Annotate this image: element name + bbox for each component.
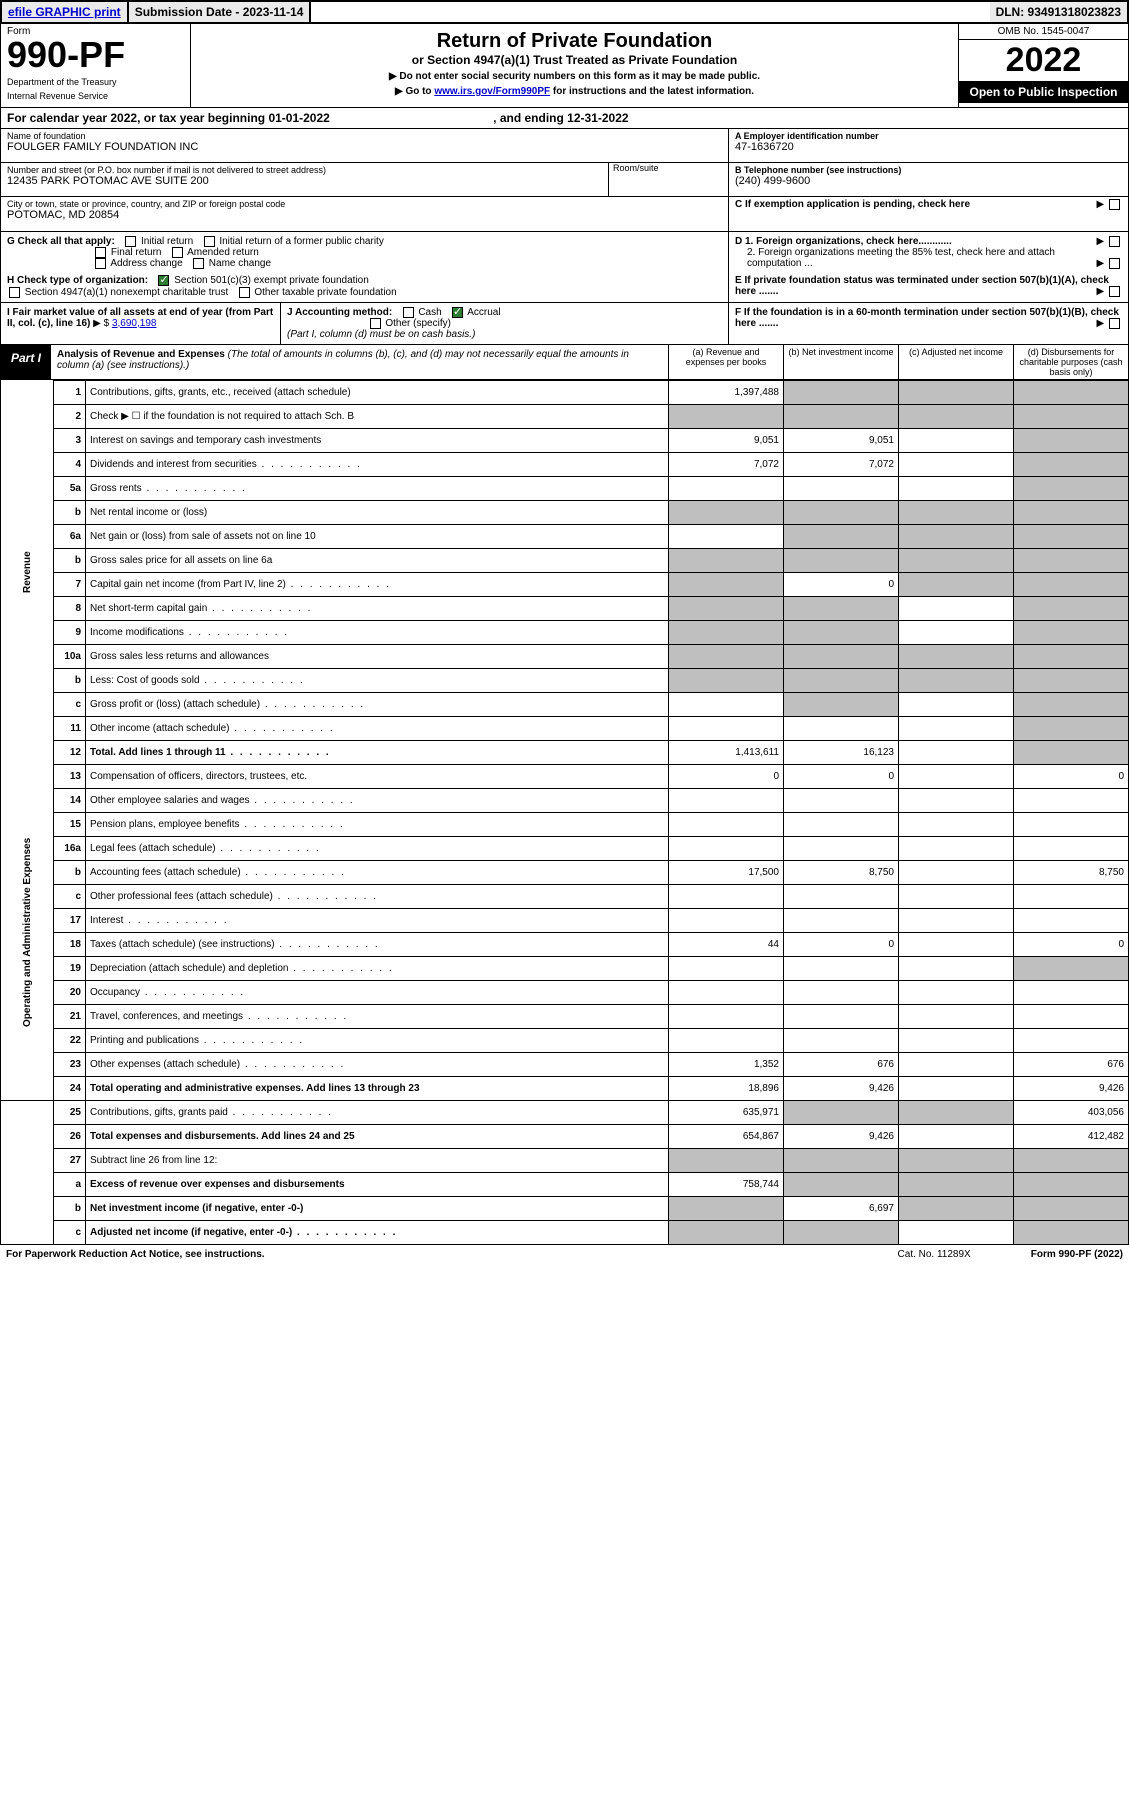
other-method-checkbox[interactable] [370,318,381,329]
e-checkbox[interactable] [1109,286,1120,297]
revenue-label: Revenue [1,380,54,764]
tax-year: 2022 [959,40,1128,81]
col-d-header: (d) Disbursements for charitable purpose… [1013,345,1128,379]
dept-treasury: Department of the Treasury [7,77,184,87]
fmv-value[interactable]: 3,690,198 [112,318,157,329]
telephone: (240) 499-9600 [735,175,1122,187]
accrual-checkbox[interactable] [452,307,463,318]
topbar: efile GRAPHIC print Submission Date - 20… [0,0,1129,24]
col-a-header: (a) Revenue and expenses per books [668,345,783,379]
entity-info: Name of foundation FOULGER FAMILY FOUNDA… [0,129,1129,232]
form-header: Form 990-PF Department of the Treasury I… [0,24,1129,108]
omb-number: OMB No. 1545-0047 [959,24,1128,40]
addr-label: Number and street (or P.O. box number if… [7,165,608,175]
d2-checkbox[interactable] [1109,258,1120,269]
name-label: Name of foundation [7,131,722,141]
city-state-zip: POTOMAC, MD 20854 [7,209,722,221]
goto-note: ▶ Go to www.irs.gov/Form990PF for instru… [197,86,952,97]
catalog-number: Cat. No. 11289X [898,1249,971,1260]
city-label: City or town, state or province, country… [7,199,722,209]
col-b-header: (b) Net investment income [783,345,898,379]
cash-checkbox[interactable] [403,307,414,318]
part-1-header: Part I Analysis of Revenue and Expenses … [0,345,1129,380]
dept-irs: Internal Revenue Service [7,91,184,101]
form-subtitle: or Section 4947(a)(1) Trust Treated as P… [197,53,952,67]
tel-label: B Telephone number (see instructions) [735,165,1122,175]
f-checkbox[interactable] [1109,318,1120,329]
ein: 47-1636720 [735,141,1122,153]
section-c: C If exemption application is pending, c… [735,199,970,210]
ssn-note: ▶ Do not enter social security numbers o… [197,71,952,82]
501c3-checkbox[interactable] [158,275,169,286]
calendar-year-row: For calendar year 2022, or tax year begi… [0,108,1129,129]
4947a1-checkbox[interactable] [9,287,20,298]
amended-return-checkbox[interactable] [172,247,183,258]
submission-date: Submission Date - 2023-11-14 [129,2,312,22]
dln: DLN: 93491318023823 [990,2,1127,22]
d1-label: D 1. Foreign organizations, check here..… [735,236,952,247]
g-label: G Check all that apply: [7,236,115,247]
foundation-name: FOULGER FAMILY FOUNDATION INC [7,141,722,153]
pra-notice: For Paperwork Reduction Act Notice, see … [6,1249,265,1260]
address-change-checkbox[interactable] [95,258,106,269]
initial-former-checkbox[interactable] [204,236,215,247]
street-address: 12435 PARK POTOMAC AVE SUITE 200 [7,175,608,187]
col-c-header: (c) Adjusted net income [898,345,1013,379]
other-taxable-checkbox[interactable] [239,287,250,298]
d1-checkbox[interactable] [1109,236,1120,247]
initial-return-checkbox[interactable] [125,236,136,247]
d2-label: 2. Foreign organizations meeting the 85%… [747,247,1055,269]
section-g-h: G Check all that apply: Initial return I… [0,232,1129,303]
form990pf-link[interactable]: www.irs.gov/Form990PF [434,86,550,97]
j-note: (Part I, column (d) must be on cash basi… [287,329,475,340]
h-label: H Check type of organization: [7,276,148,287]
ein-label: A Employer identification number [735,131,1122,141]
efile-print-link[interactable]: efile GRAPHIC print [2,2,129,22]
form-title: Return of Private Foundation [197,30,952,53]
expenses-label: Operating and Administrative Expenses [1,764,54,1100]
open-to-public: Open to Public Inspection [959,81,1128,103]
form-number: 990-PF [7,37,184,73]
room-label: Room/suite [613,163,728,173]
part-1-tab: Part I [1,345,51,379]
part-1-title: Analysis of Revenue and Expenses [57,349,225,360]
f-label: F If the foundation is in a 60-month ter… [735,307,1119,329]
i-j-f-row: I Fair market value of all assets at end… [0,303,1129,345]
page-footer: For Paperwork Reduction Act Notice, see … [0,1245,1129,1264]
e-label: E If private foundation status was termi… [735,275,1109,297]
part-1-table: Revenue 1Contributions, gifts, grants, e… [0,380,1129,1245]
final-return-checkbox[interactable] [95,247,106,258]
j-label: J Accounting method: [287,307,392,318]
c-checkbox[interactable] [1109,199,1120,210]
form-ref: Form 990-PF (2022) [1031,1249,1123,1260]
name-change-checkbox[interactable] [193,258,204,269]
